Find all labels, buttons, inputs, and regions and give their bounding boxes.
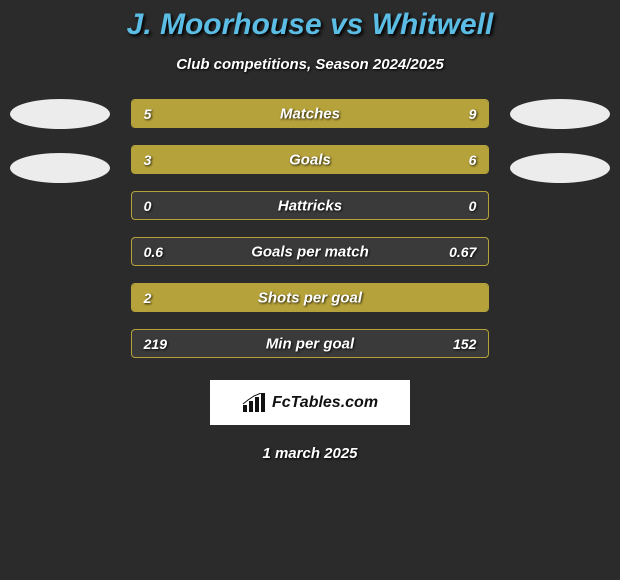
left-team-col [8,99,113,183]
stat-value-left: 219 [144,336,167,352]
date-label: 1 march 2025 [0,445,620,462]
stat-value-right: 9 [469,106,477,122]
stat-value-right: 6 [469,152,477,168]
stat-value-left: 0 [144,198,152,214]
brand-chart-icon [242,393,266,413]
stat-row: 0 0 Hattricks [131,191,490,220]
stat-value-left: 5 [144,106,152,122]
stat-value-left: 2 [144,290,152,306]
stat-label: Goals [289,151,331,168]
stat-row: 3 6 Goals [131,145,490,174]
comparison-title: J. Moorhouse vs Whitwell [0,8,620,42]
team-logo-right-2 [510,153,610,183]
stat-value-left: 0.6 [144,244,163,260]
stat-label: Min per goal [266,335,354,352]
stat-label: Shots per goal [258,289,362,306]
stat-label: Hattricks [278,197,342,214]
stat-row: 219 152 Min per goal [131,329,490,358]
stat-row: 0.6 0.67 Goals per match [131,237,490,266]
team-logo-left-1 [10,99,110,129]
right-team-col [507,99,612,183]
team-logo-right-1 [510,99,610,129]
brand-text: FcTables.com [272,394,378,412]
comparison-subtitle: Club competitions, Season 2024/2025 [0,56,620,73]
stat-row: 5 9 Matches [131,99,490,128]
stat-value-left: 3 [144,152,152,168]
team-logo-left-2 [10,153,110,183]
brand-box[interactable]: FcTables.com [210,380,410,425]
stat-value-right: 0 [469,198,477,214]
stats-area: 5 9 Matches 3 6 Goals 0 0 Hattricks 0.6 0.67 Goals … [0,99,620,358]
stat-label: Matches [280,105,340,122]
stat-value-right: 152 [453,336,476,352]
stat-label: Goals per match [251,243,369,260]
stat-value-right: 0.67 [449,244,476,260]
stat-bar-right [249,146,488,173]
stat-row: 2 Shots per goal [131,283,490,312]
stat-bars: 5 9 Matches 3 6 Goals 0 0 Hattricks 0.6 0.67 Goals … [131,99,490,358]
